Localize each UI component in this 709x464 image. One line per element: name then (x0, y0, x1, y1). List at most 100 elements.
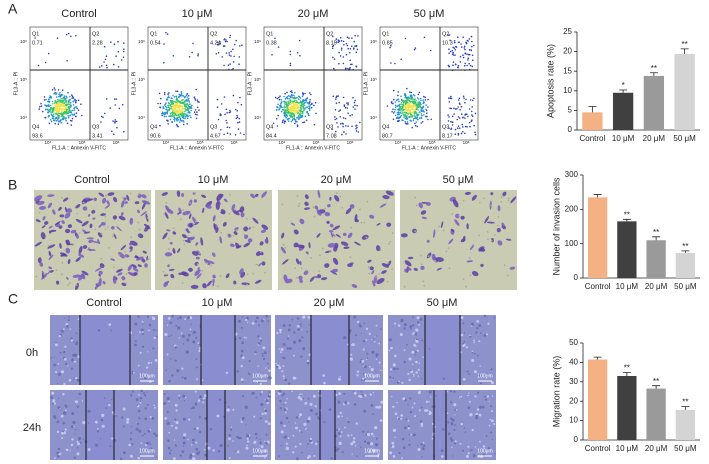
flow-event (340, 123, 342, 125)
cell (453, 424, 456, 426)
flow-event (164, 111, 166, 114)
migration-image: 100μm (50, 389, 158, 461)
flow-event (182, 117, 185, 119)
flow-event (186, 100, 189, 102)
cell (68, 378, 72, 382)
cell (267, 362, 269, 365)
flow-event (286, 97, 289, 100)
flow-event (69, 110, 72, 112)
cell (104, 397, 106, 399)
flow-event (184, 103, 186, 105)
flow-event (408, 105, 410, 107)
flow-x-label: FL1-A :: Annexin V-FITC (286, 145, 340, 151)
pore (104, 215, 107, 218)
flow-event (104, 58, 107, 61)
flow-event (408, 106, 410, 109)
flow-event (473, 97, 475, 100)
quadrant-value: 0.71 (32, 40, 43, 46)
flow-event (103, 61, 105, 63)
stained-cell (196, 273, 202, 279)
flow-event (427, 98, 429, 101)
flow-event (396, 99, 398, 102)
flow-frame (263, 26, 363, 141)
cell (167, 446, 171, 450)
x-tick-label: Control (579, 134, 605, 143)
flow-event (166, 119, 168, 122)
cell (99, 438, 102, 440)
cell (376, 437, 378, 440)
stained-cell (261, 224, 269, 230)
flow-event (176, 120, 178, 122)
flow-event (407, 96, 409, 99)
flow-event (191, 51, 193, 54)
pore (363, 221, 366, 224)
cell (241, 418, 244, 421)
flow-event (186, 123, 188, 125)
flow-event (184, 95, 186, 98)
flow-event (232, 61, 235, 63)
flow-event (335, 96, 338, 99)
y-tick-label: 0 (574, 435, 579, 444)
cell (413, 343, 416, 347)
flow-event (309, 104, 312, 106)
cell (139, 401, 142, 404)
flow-event (57, 99, 59, 101)
flow-event (305, 106, 307, 109)
flow-axis-tick: 10⁵ (370, 77, 377, 82)
flow-event (451, 53, 454, 56)
cell (493, 316, 496, 319)
stained-cell (86, 198, 94, 202)
cell (174, 420, 176, 422)
cell (466, 370, 469, 373)
flow-event (61, 89, 64, 91)
flow-event (74, 98, 76, 101)
stained-cell (316, 209, 322, 216)
flow-event (56, 113, 59, 116)
flow-event (415, 99, 417, 102)
cell (63, 317, 65, 319)
stained-cell (281, 259, 289, 265)
cell (479, 405, 482, 409)
flow-event (457, 41, 460, 44)
cell (307, 397, 310, 400)
cell (264, 450, 267, 453)
cell (394, 322, 397, 325)
cell (476, 408, 480, 411)
cell (284, 401, 287, 404)
flow-event (281, 121, 284, 124)
flow-event (410, 91, 413, 94)
stained-cell (326, 220, 330, 224)
flow-event (404, 95, 407, 97)
flow-event (458, 97, 461, 100)
cell (254, 351, 257, 354)
flow-event (333, 58, 336, 60)
stained-cell (471, 194, 477, 201)
flow-event (392, 102, 394, 105)
flow-event (123, 48, 125, 50)
flow-event (292, 115, 295, 117)
stained-cell (295, 258, 300, 265)
flow-event (447, 120, 450, 122)
cell (421, 378, 423, 380)
stained-cell (220, 211, 225, 215)
cell (153, 404, 156, 407)
cell (397, 324, 401, 327)
cell (347, 343, 349, 346)
flow-event (47, 52, 50, 55)
flow-event (61, 101, 63, 104)
cell (110, 329, 112, 332)
flow-event (394, 106, 397, 109)
cell (288, 421, 290, 423)
cell (170, 334, 173, 336)
flow-event (280, 99, 283, 101)
flow-event (403, 108, 405, 111)
significance: ** (653, 377, 659, 386)
cell (60, 370, 65, 374)
cell (228, 457, 231, 460)
stained-cell (216, 193, 223, 201)
flow-axis-tick: 10⁶ (138, 39, 145, 44)
stained-cell (324, 211, 331, 217)
cell (281, 394, 284, 397)
cell (264, 412, 267, 415)
stained-cell (230, 243, 235, 247)
